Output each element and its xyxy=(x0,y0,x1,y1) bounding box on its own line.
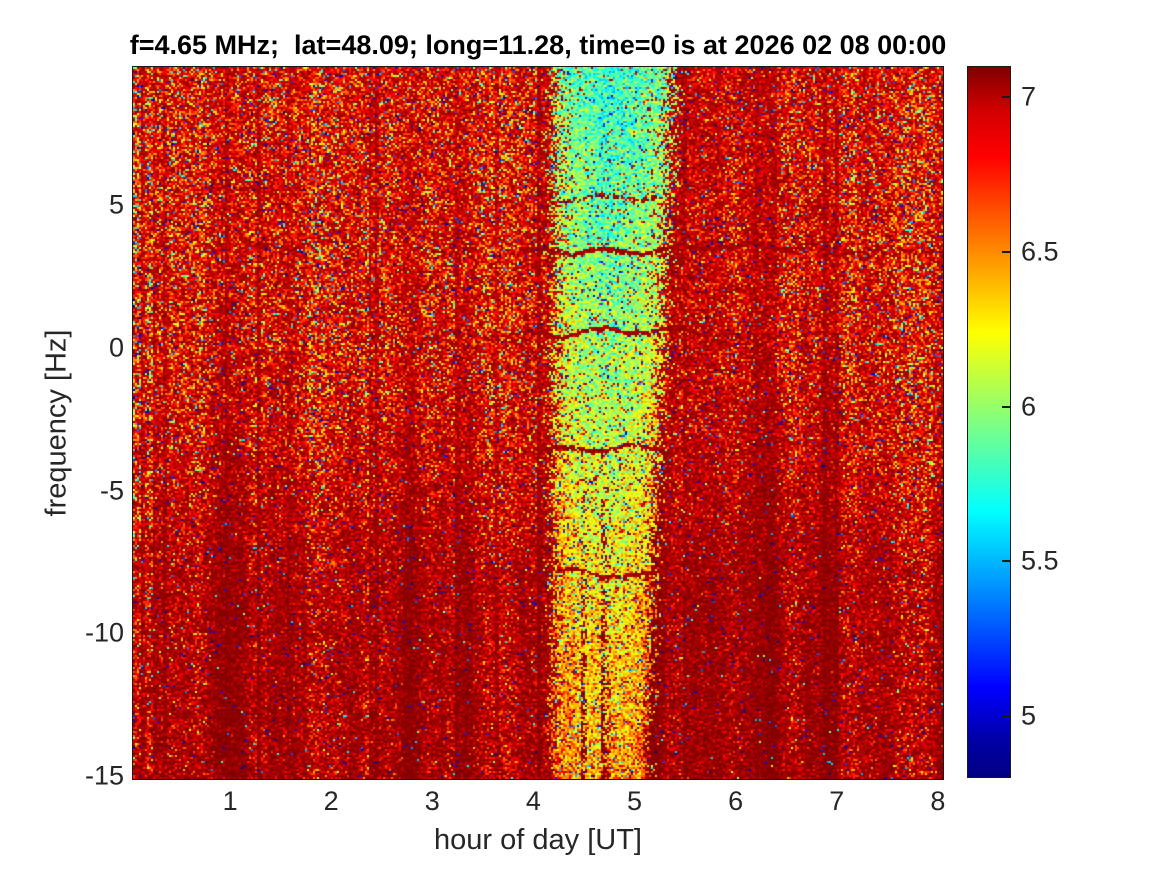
colorbar-tick-mark xyxy=(1002,95,1010,98)
x-tick-label: 7 xyxy=(829,786,845,816)
x-tick-label: 1 xyxy=(222,786,238,816)
colorbar-tick-label: 7 xyxy=(1021,81,1037,112)
colorbar-tick-mark xyxy=(1002,250,1010,253)
x-tick-label: 8 xyxy=(930,786,946,816)
plot-title: f=4.65 MHz; lat=48.09; long=11.28, time=… xyxy=(129,30,947,60)
colorbar-tick-mark xyxy=(1002,560,1010,563)
colorbar-tick-mark xyxy=(1002,405,1010,408)
colorbar-tick-label: 5.5 xyxy=(1021,545,1059,576)
colorbar-tick-label: 5 xyxy=(1021,700,1037,731)
y-tick-label: -10 xyxy=(84,617,124,648)
colorbar-tick-mark xyxy=(1002,715,1010,718)
colorbar xyxy=(967,66,1011,778)
colorbar-tick-label: 6 xyxy=(1021,391,1037,422)
y-tick-label: -5 xyxy=(99,475,124,506)
x-tick-label: 3 xyxy=(424,786,440,816)
y-tick-label: -15 xyxy=(84,760,124,791)
x-tick-label: 6 xyxy=(728,786,744,816)
x-axis-label: hour of day [UT] xyxy=(434,824,642,856)
x-tick-label: 5 xyxy=(627,786,643,816)
y-axis-label: frequency [Hz] xyxy=(40,329,73,517)
y-tick-label: 5 xyxy=(108,189,124,220)
x-tick-label: 4 xyxy=(525,786,541,816)
colorbar-tick-label: 6.5 xyxy=(1021,236,1059,267)
x-tick-label: 2 xyxy=(323,786,339,816)
spectrogram-heatmap xyxy=(132,66,944,780)
y-tick-label: 0 xyxy=(108,332,124,363)
